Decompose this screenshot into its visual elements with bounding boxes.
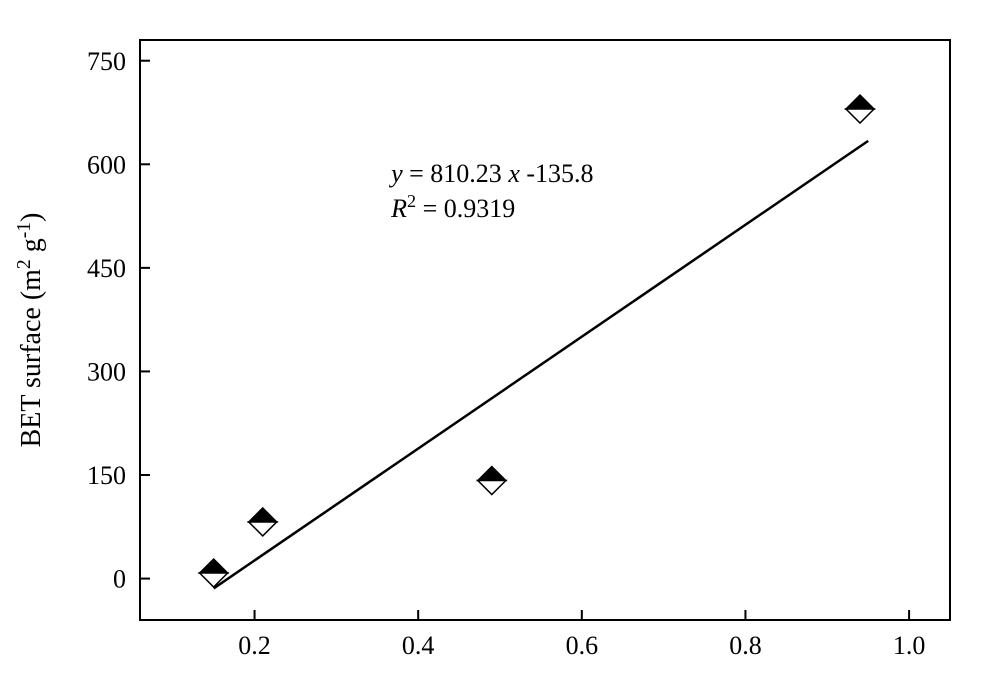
scatter-chart: 0.2 0.4 0.6 0.8 1.0 0 150 300 450 600 750 BET surfa…: [0, 0, 1000, 689]
y-tick-label: 0: [113, 565, 126, 594]
equation-label: y = 810.23 x -135.8: [388, 159, 593, 188]
chart-container: 0.2 0.4 0.6 0.8 1.0 0 150 300 450 600 750 BET surfa…: [0, 0, 1000, 689]
y-tick-label: 600: [87, 150, 126, 179]
x-tick-label: 0.4: [402, 631, 435, 660]
y-tick-label: 300: [87, 358, 126, 387]
x-tick-label: 1.0: [893, 631, 926, 660]
x-tick-label: 0.8: [729, 631, 762, 660]
x-tick-label: 0.2: [238, 631, 271, 660]
y-tick-label: 750: [87, 47, 126, 76]
y-tick-label: 450: [87, 254, 126, 283]
y-axis-title: BET surface (m2 g-1): [14, 213, 48, 448]
y-tick-label: 150: [87, 461, 126, 490]
x-tick-label: 0.6: [566, 631, 599, 660]
